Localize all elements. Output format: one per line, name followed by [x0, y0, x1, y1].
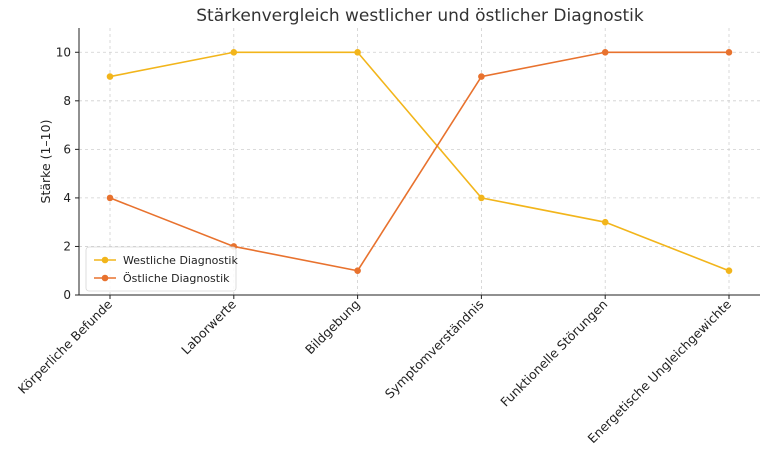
y-axis-label: Stärke (1–10)	[38, 120, 53, 204]
legend: Westliche Diagnostik Östliche Diagnostik	[85, 246, 238, 292]
data-point-0-0	[106, 73, 114, 80]
legend-box	[85, 246, 237, 292]
legend-marker-1	[101, 274, 109, 282]
x-tick-label-0: Körperliche Befunde	[15, 296, 115, 396]
data-point-0-4	[601, 218, 609, 226]
y-tick-label-1: 2	[63, 239, 71, 253]
series-line-1	[109, 51, 729, 272]
series-line-0	[109, 51, 730, 272]
data-point-1-4	[601, 48, 609, 56]
y-tick-label-5: 10	[56, 45, 71, 59]
data-point-1-5	[725, 48, 733, 56]
y-axis-ticks: 0 2 4 6 8 10	[56, 45, 79, 302]
data-point-0-3	[478, 194, 485, 202]
data-point-0-2	[354, 48, 361, 56]
legend-label-0: Westliche Diagnostik	[123, 254, 238, 267]
data-point-1-0	[106, 194, 114, 202]
x-tick-label-5: Energetische Ungleichgewichte	[585, 296, 735, 446]
series-group	[106, 48, 733, 275]
y-tick-label-0: 0	[63, 288, 71, 302]
axes	[78, 28, 760, 296]
legend-label-1: Östliche Diagnostik	[123, 272, 230, 285]
data-point-1-3	[478, 73, 485, 80]
x-tick-label-2: Bildgebung	[302, 297, 363, 358]
y-tick-label-3: 6	[63, 142, 71, 156]
x-tick-label-4: Funktionelle Störungen	[497, 297, 610, 410]
chart-title: Stärkenvergleich westlicher und östliche…	[196, 6, 644, 26]
data-point-0-1	[230, 48, 238, 56]
x-tick-label-3: Symptomverständnis	[382, 297, 487, 402]
x-axis-ticks: Körperliche Befunde Laborwerte Bildgebung S…	[15, 295, 734, 446]
legend-marker-0	[101, 256, 109, 264]
y-tick-label-4: 8	[63, 94, 71, 108]
x-tick-label-1: Laborwerte	[178, 296, 239, 357]
data-point-1-2	[354, 267, 361, 275]
data-point-0-5	[725, 267, 733, 275]
y-tick-label-2: 4	[63, 191, 71, 205]
